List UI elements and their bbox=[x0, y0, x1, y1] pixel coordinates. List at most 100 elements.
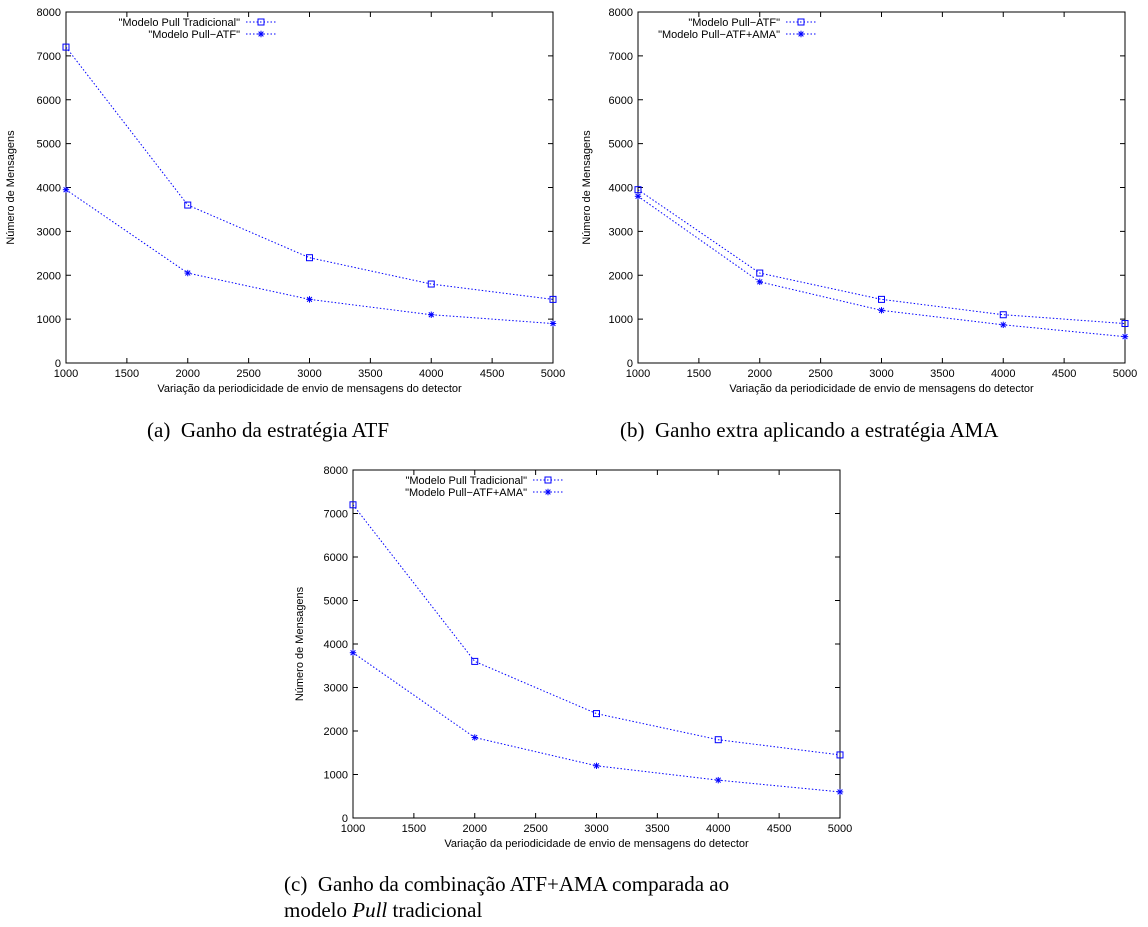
y-tick-label: 4000 bbox=[37, 183, 61, 195]
caption-c: (c) Ganho da combinação ATF+AMA comparad… bbox=[284, 871, 884, 923]
caption-b-prefix: (b) bbox=[620, 418, 645, 442]
x-tick-label: 2000 bbox=[748, 368, 772, 380]
x-tick-label: 4000 bbox=[706, 823, 730, 835]
y-tick-label: 7000 bbox=[609, 51, 633, 63]
y-tick-label: 8000 bbox=[609, 7, 633, 19]
series-line-0 bbox=[637, 189, 1126, 325]
y-tick-label: 8000 bbox=[37, 7, 61, 19]
data-point-1 bbox=[715, 776, 722, 784]
data-point-0 bbox=[549, 295, 557, 303]
legend-label-1: "Modelo Pull−ATF+AMA" bbox=[658, 29, 780, 41]
chart-b: 1000 1500 2000 2500 3000 3500 4000 4500 50000100… bbox=[581, 7, 1137, 395]
legend-label-1: "Modelo Pull−ATF" bbox=[148, 29, 240, 41]
y-tick-label: 0 bbox=[55, 358, 61, 370]
x-tick-label: 3500 bbox=[645, 823, 669, 835]
series-line-1 bbox=[352, 652, 841, 793]
data-point-1 bbox=[1121, 333, 1129, 340]
x-axis-label: Variação da periodicidade de envio de me… bbox=[729, 383, 1034, 395]
data-point-1 bbox=[349, 649, 357, 656]
y-tick-label: 1000 bbox=[37, 314, 61, 326]
data-point-1-d2 bbox=[306, 296, 313, 303]
x-tick-label: 5000 bbox=[541, 368, 565, 380]
y-tick-label: 6000 bbox=[324, 552, 348, 564]
series-line-0 bbox=[352, 504, 841, 756]
data-point-0 bbox=[756, 269, 764, 277]
x-tick-label: 2500 bbox=[523, 823, 547, 835]
data-point-1-d2 bbox=[63, 186, 69, 193]
x-tick-label: 1000 bbox=[626, 368, 650, 380]
data-point-0 bbox=[427, 280, 435, 288]
legend-marker-0 bbox=[544, 476, 552, 484]
plot-frame bbox=[65, 11, 554, 364]
data-point-1 bbox=[634, 193, 642, 200]
caption-c-line2-b: tradicional bbox=[387, 898, 483, 922]
x-axis-label: Variação da periodicidade de envio de me… bbox=[157, 383, 462, 395]
y-tick-label: 2000 bbox=[609, 270, 633, 282]
x-tick-label: 2000 bbox=[463, 823, 487, 835]
caption-b: (b) Ganho extra aplicando a estratégia A… bbox=[620, 417, 998, 443]
caption-a: (a) Ganho da estratégia ATF bbox=[147, 417, 389, 443]
x-tick-label: 3000 bbox=[869, 368, 893, 380]
data-point-1 bbox=[756, 278, 763, 286]
y-tick-label: 3000 bbox=[37, 226, 61, 238]
data-point-0 bbox=[634, 186, 642, 194]
legend-label-0: "Modelo Pull Tradicional" bbox=[118, 17, 240, 29]
data-point-1 bbox=[184, 269, 191, 277]
caption-c-line2-em: Pull bbox=[352, 898, 388, 922]
data-point-1-d2 bbox=[184, 270, 191, 276]
data-point-0 bbox=[471, 657, 479, 665]
chart-a: 1000 1500 2000 2500 3000 3500 4000 4500 50000100… bbox=[5, 7, 565, 395]
legend-label-1: "Modelo Pull−ATF+AMA" bbox=[405, 487, 527, 499]
x-tick-label: 4500 bbox=[767, 823, 791, 835]
data-point-0 bbox=[184, 201, 192, 209]
legend-label-0: "Modelo Pull−ATF" bbox=[688, 17, 780, 29]
x-tick-label: 4000 bbox=[419, 368, 443, 380]
y-tick-label: 6000 bbox=[609, 95, 633, 107]
data-point-1-d2 bbox=[878, 307, 885, 314]
data-point-0 bbox=[593, 710, 600, 718]
x-tick-label: 3500 bbox=[358, 368, 382, 380]
data-point-0 bbox=[62, 43, 70, 51]
y-tick-label: 1000 bbox=[609, 314, 633, 326]
data-point-1-d2 bbox=[1000, 322, 1007, 328]
y-tick-label: 5000 bbox=[609, 139, 633, 151]
caption-c-line2: modelo Pull tradicional bbox=[284, 897, 884, 923]
data-point-0 bbox=[714, 736, 722, 744]
data-point-1 bbox=[428, 311, 435, 318]
data-point-1-d2 bbox=[1122, 333, 1128, 340]
y-axis-label: Número de Mensagens bbox=[5, 130, 17, 245]
x-tick-label: 3000 bbox=[297, 368, 321, 380]
legend-marker-1-d2 bbox=[545, 489, 551, 495]
y-tick-label: 1000 bbox=[324, 770, 348, 782]
x-tick-label: 4500 bbox=[1052, 368, 1076, 380]
x-tick-label: 5000 bbox=[1113, 368, 1137, 380]
legend-marker-1 bbox=[797, 30, 805, 38]
y-tick-label: 7000 bbox=[37, 51, 61, 63]
data-point-0 bbox=[878, 295, 885, 303]
x-tick-label: 2500 bbox=[236, 368, 260, 380]
data-point-0 bbox=[1121, 320, 1129, 328]
x-tick-label: 1500 bbox=[115, 368, 139, 380]
caption-a-text: Ganho da estratégia ATF bbox=[180, 418, 390, 442]
x-tick-label: 2000 bbox=[176, 368, 200, 380]
x-tick-label: 1500 bbox=[687, 368, 711, 380]
y-tick-label: 6000 bbox=[37, 95, 61, 107]
data-point-1-d2 bbox=[593, 763, 600, 769]
data-point-1 bbox=[306, 296, 313, 303]
y-tick-label: 8000 bbox=[324, 465, 348, 477]
data-point-1-d2 bbox=[756, 279, 763, 285]
legend-marker-0 bbox=[257, 18, 265, 26]
y-tick-label: 5000 bbox=[37, 139, 61, 151]
legend-label-0: "Modelo Pull Tradicional" bbox=[405, 475, 527, 487]
y-tick-label: 7000 bbox=[324, 509, 348, 521]
data-point-1 bbox=[878, 307, 885, 314]
y-tick-label: 0 bbox=[627, 358, 633, 370]
y-tick-label: 3000 bbox=[609, 226, 633, 238]
data-point-1 bbox=[62, 186, 70, 193]
x-tick-label: 3500 bbox=[930, 368, 954, 380]
y-axis-label: Número de Mensagens bbox=[581, 130, 593, 245]
data-point-0 bbox=[306, 254, 313, 262]
caption-a-prefix: (a) bbox=[147, 418, 171, 442]
y-axis-label: Número de Mensagens bbox=[294, 586, 306, 701]
